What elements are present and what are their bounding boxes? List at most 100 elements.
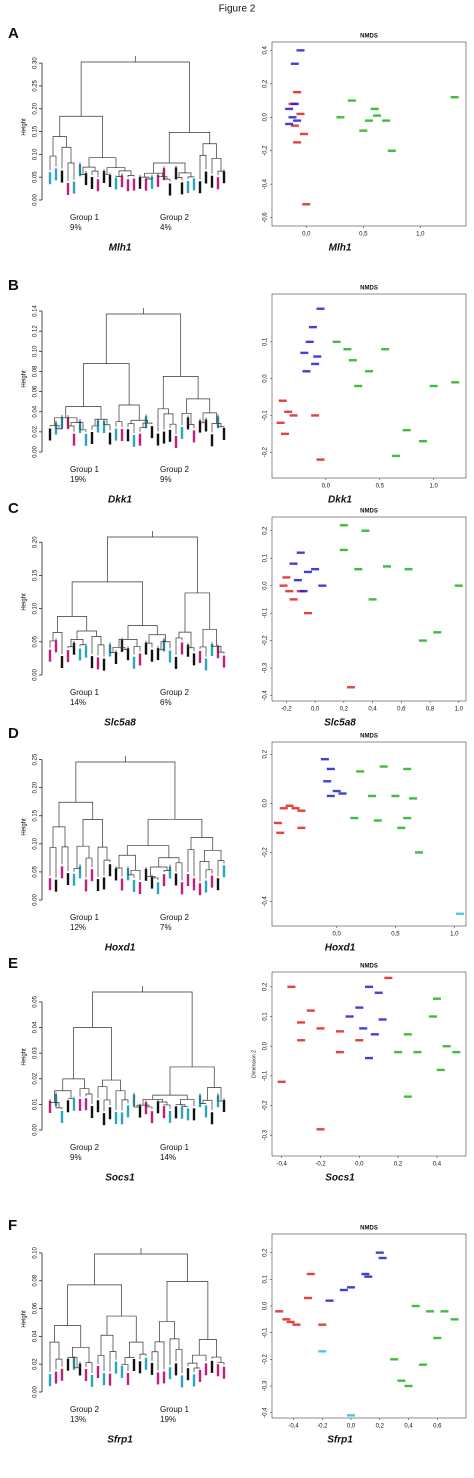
nmds-point (436, 1068, 445, 1072)
nmds-point (282, 1318, 291, 1321)
leaf-label (102, 1373, 106, 1386)
gene-label: Mlh1 (329, 243, 352, 254)
leaf-label (150, 876, 154, 889)
dendrogram-branch (163, 413, 174, 430)
leaf-label (114, 428, 118, 441)
dendrogram-branch (187, 1362, 198, 1369)
dendrogram-branch (92, 991, 193, 1067)
leaf-label (192, 878, 196, 891)
dendrogram-branch (49, 155, 57, 171)
dendrogram-branch (157, 1099, 168, 1105)
leaf-label (96, 179, 100, 192)
nmds-point (297, 826, 306, 830)
nmds-point (356, 770, 365, 773)
leaf-label (132, 1358, 136, 1371)
dendrogram-branch (80, 61, 190, 133)
y-tick-label: 0,0 (263, 374, 269, 383)
leaf-label (60, 1110, 64, 1123)
leaf-label (150, 176, 154, 189)
leaf-label (168, 1110, 172, 1123)
leaf-label (96, 1366, 100, 1379)
leaf-label (48, 428, 52, 441)
nmds-point (418, 639, 427, 642)
dendrogram-branch (67, 1356, 78, 1368)
x-tick-label: 1,0 (416, 232, 425, 238)
dendrogram-branch (126, 845, 170, 858)
leaf-label (54, 640, 58, 653)
nmds-point (456, 912, 465, 915)
leaf-label (60, 1368, 64, 1381)
dendrogram-branch (205, 869, 213, 879)
leaf-label (90, 656, 94, 669)
nmds-point (323, 780, 332, 783)
nmds-point (306, 1009, 315, 1012)
leaf-label (144, 1357, 148, 1370)
leaf-label (102, 877, 106, 890)
leaf-label (102, 420, 106, 433)
y-tick-label: 0.20 (33, 781, 39, 793)
dendrogram-branch (58, 801, 94, 827)
dendrogram-branch (103, 1099, 111, 1112)
y-tick-label: 0.15 (33, 569, 39, 581)
leaf-label (144, 642, 148, 655)
y-tick-label: 0,2 (263, 79, 269, 88)
dendrogram-branch (157, 408, 169, 432)
y-tick-label: 0.00 (33, 669, 39, 681)
dendrogram-branch (150, 866, 168, 877)
y-tick-label: 0.10 (33, 1246, 39, 1258)
x-tick-label: 0,4 (368, 707, 377, 713)
group-percent: 9% (70, 223, 82, 232)
dendrogram-branch (139, 414, 147, 432)
dendrogram-branch (67, 1096, 75, 1099)
nmds-point (286, 1320, 295, 1324)
leaf-label (198, 181, 202, 194)
dendrogram-branch (153, 162, 186, 174)
y-tick-label: -0,1 (263, 410, 269, 421)
dendrogram-branch (124, 1356, 135, 1365)
leaf-label (162, 1371, 166, 1384)
y-tick-label: 0.04 (33, 1330, 39, 1342)
dendrogram-branch (109, 1351, 117, 1372)
nmds-point (338, 792, 347, 795)
dendrogram-branch (70, 638, 84, 647)
leaf-label (210, 643, 214, 656)
dendrogram-branch (103, 859, 111, 876)
y-tick-label: 0.08 (33, 1274, 39, 1286)
nmds-point (372, 114, 381, 117)
x-tick-label: 0,5 (391, 932, 400, 938)
x-tick-label: 0,0 (322, 484, 331, 490)
leaf-label (72, 873, 76, 886)
leaf-label (96, 1100, 100, 1113)
y-tick-label: -0,2 (263, 145, 269, 156)
dendrogram-branch (127, 625, 158, 640)
leaf-label (168, 429, 172, 442)
leaf-label (48, 172, 52, 185)
dendrogram-branch (199, 417, 207, 424)
dendrogram-branch (184, 592, 211, 633)
nmds-point (365, 985, 373, 989)
dendrogram-branch (52, 826, 66, 848)
x-tick-label: 0,2 (376, 1424, 385, 1430)
dendrogram-branch (217, 1362, 225, 1365)
dendrogram-branch (145, 866, 156, 878)
y-axis-title: Height (22, 1310, 28, 1328)
x-tick-label: -0,4 (277, 1162, 288, 1168)
leaf-label (216, 878, 220, 891)
dendrogram-branch (49, 847, 57, 878)
y-axis-title: Height (22, 818, 28, 836)
nmds-point (429, 1015, 438, 1018)
dendrogram-branch (107, 536, 198, 593)
leaf-label (108, 174, 112, 187)
dendrogram-branch (158, 857, 180, 868)
leaf-label (90, 1106, 94, 1119)
dendrogram-branch (178, 631, 192, 648)
nmds-title: NMDS (360, 286, 378, 292)
nmds-point (302, 370, 311, 373)
nmds-point (306, 1272, 315, 1276)
y-tick-label: 0.00 (33, 194, 39, 206)
dendrogram-branch (180, 1099, 195, 1107)
nmds-title: NMDS (360, 509, 378, 515)
dendrogram-branch (127, 175, 135, 178)
nmds-point (273, 821, 282, 825)
